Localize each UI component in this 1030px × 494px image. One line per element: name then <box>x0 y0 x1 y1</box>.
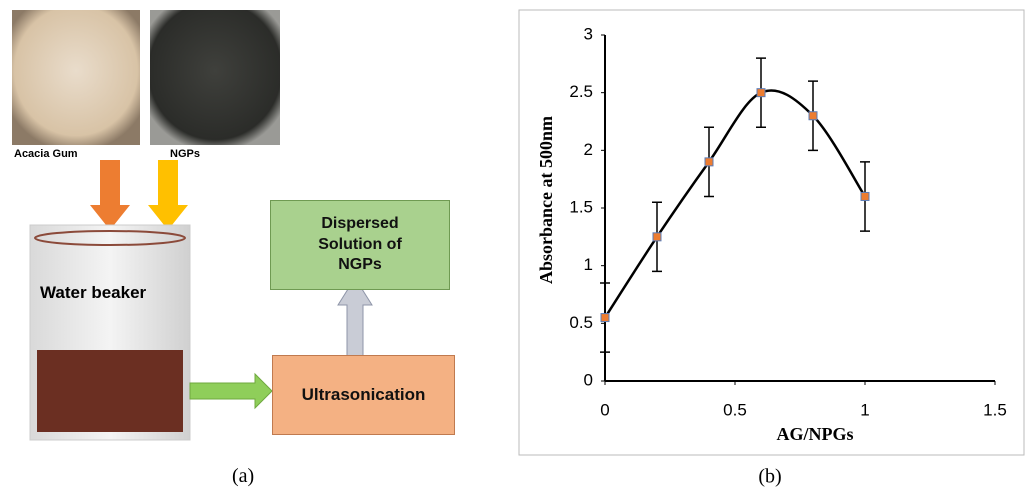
y-tick-label: 1.5 <box>569 197 593 216</box>
chart: Absorbance at 500nm AG/NPGs (b) 0 0.5 1 1.5… <box>0 0 1030 494</box>
x-tick-label: 0.5 <box>723 400 747 419</box>
y-tick-label: 2.5 <box>569 82 593 101</box>
data-point <box>861 192 869 200</box>
data-point <box>705 158 713 166</box>
caption: (b) <box>758 466 781 488</box>
y-tick-label: 2 <box>584 140 593 159</box>
data-point <box>601 314 609 322</box>
x-tick-label: 0 <box>600 400 609 419</box>
y-tick-label: 0.5 <box>569 313 593 332</box>
x-axis-title: AG/NPGs <box>776 424 853 444</box>
x-tick-label: 1 <box>860 400 869 419</box>
data-point <box>757 89 765 97</box>
y-tick-label: 0 <box>584 370 593 389</box>
y-axis-title: Absorbance at 500nm <box>536 116 556 284</box>
data-line <box>605 90 865 317</box>
chart-frame <box>519 10 1024 455</box>
y-tick-label: 3 <box>584 24 593 43</box>
page: {"diagram": {"photo_labels": ["Acacia Gu… <box>0 0 1030 494</box>
data-point <box>809 112 817 120</box>
data-point <box>653 233 661 241</box>
y-tick-label: 1 <box>584 255 593 274</box>
x-tick-label: 1.5 <box>983 400 1007 419</box>
